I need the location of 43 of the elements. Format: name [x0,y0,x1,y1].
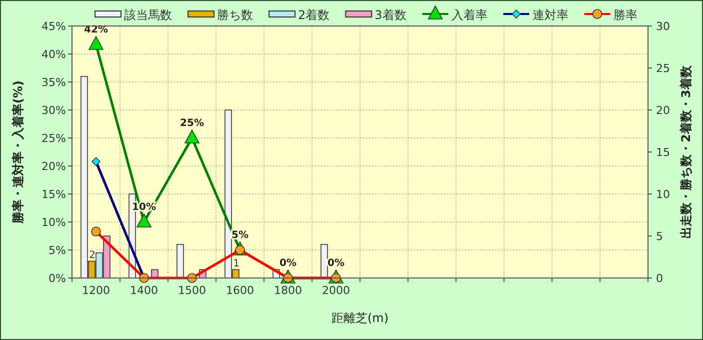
bar [80,76,88,278]
y-tick-label: 15% [42,188,66,201]
y-tick-label: 25% [42,132,66,145]
legend-label: 該当馬数 [124,8,172,22]
x-tick-label: 1800 [274,284,302,297]
data-label: 2 [89,250,96,262]
y2-tick-label: 20 [656,104,670,117]
y-tick-label: 0% [48,272,66,285]
data-label: 0% [328,258,344,269]
y2-tick-label: 0 [656,272,663,285]
bar [151,269,158,278]
y2-tick-label: 10 [656,188,670,201]
y2-tick-label: 15 [656,146,670,159]
legend-label: 連対率 [532,8,568,22]
y2-tick-label: 30 [656,20,670,33]
y-tick-label: 30% [42,104,66,117]
x-tick-label: 1400 [130,284,158,297]
x-tick-label: 2000 [322,284,350,297]
bar [320,244,328,278]
y-tick-label: 35% [42,76,66,89]
legend-label: 入着率 [451,8,488,22]
bar [224,110,232,278]
x-tick-label: 1600 [226,284,254,297]
legend-label: 2着数 [298,8,330,22]
y-tick-label: 5% [48,244,66,257]
legend-label: 勝率 [613,8,638,22]
x-tick-label: 1500 [178,284,206,297]
x-axis-title: 距離芝(m) [331,311,389,325]
x-tick-label: 1200 [82,284,110,297]
bar [176,244,184,278]
y-tick-label: 10% [42,216,66,229]
y-tick-label: 45% [42,20,66,33]
data-label: 1 [233,258,240,270]
y-tick-label: 20% [42,160,66,173]
y-axis-title: 勝率・連対率・入着率(%) [11,80,25,224]
data-label: 0% [280,258,296,269]
y2-tick-label: 25 [656,62,670,75]
data-label: 25% [180,118,204,129]
legend-label: 勝ち数 [217,8,253,22]
y2-axis-title: 出走数・勝ち数・2着数・3着数 [679,64,693,238]
legend-label: 3着数 [374,8,406,22]
y-tick-label: 40% [42,48,66,61]
y2-tick-label: 5 [656,230,663,243]
